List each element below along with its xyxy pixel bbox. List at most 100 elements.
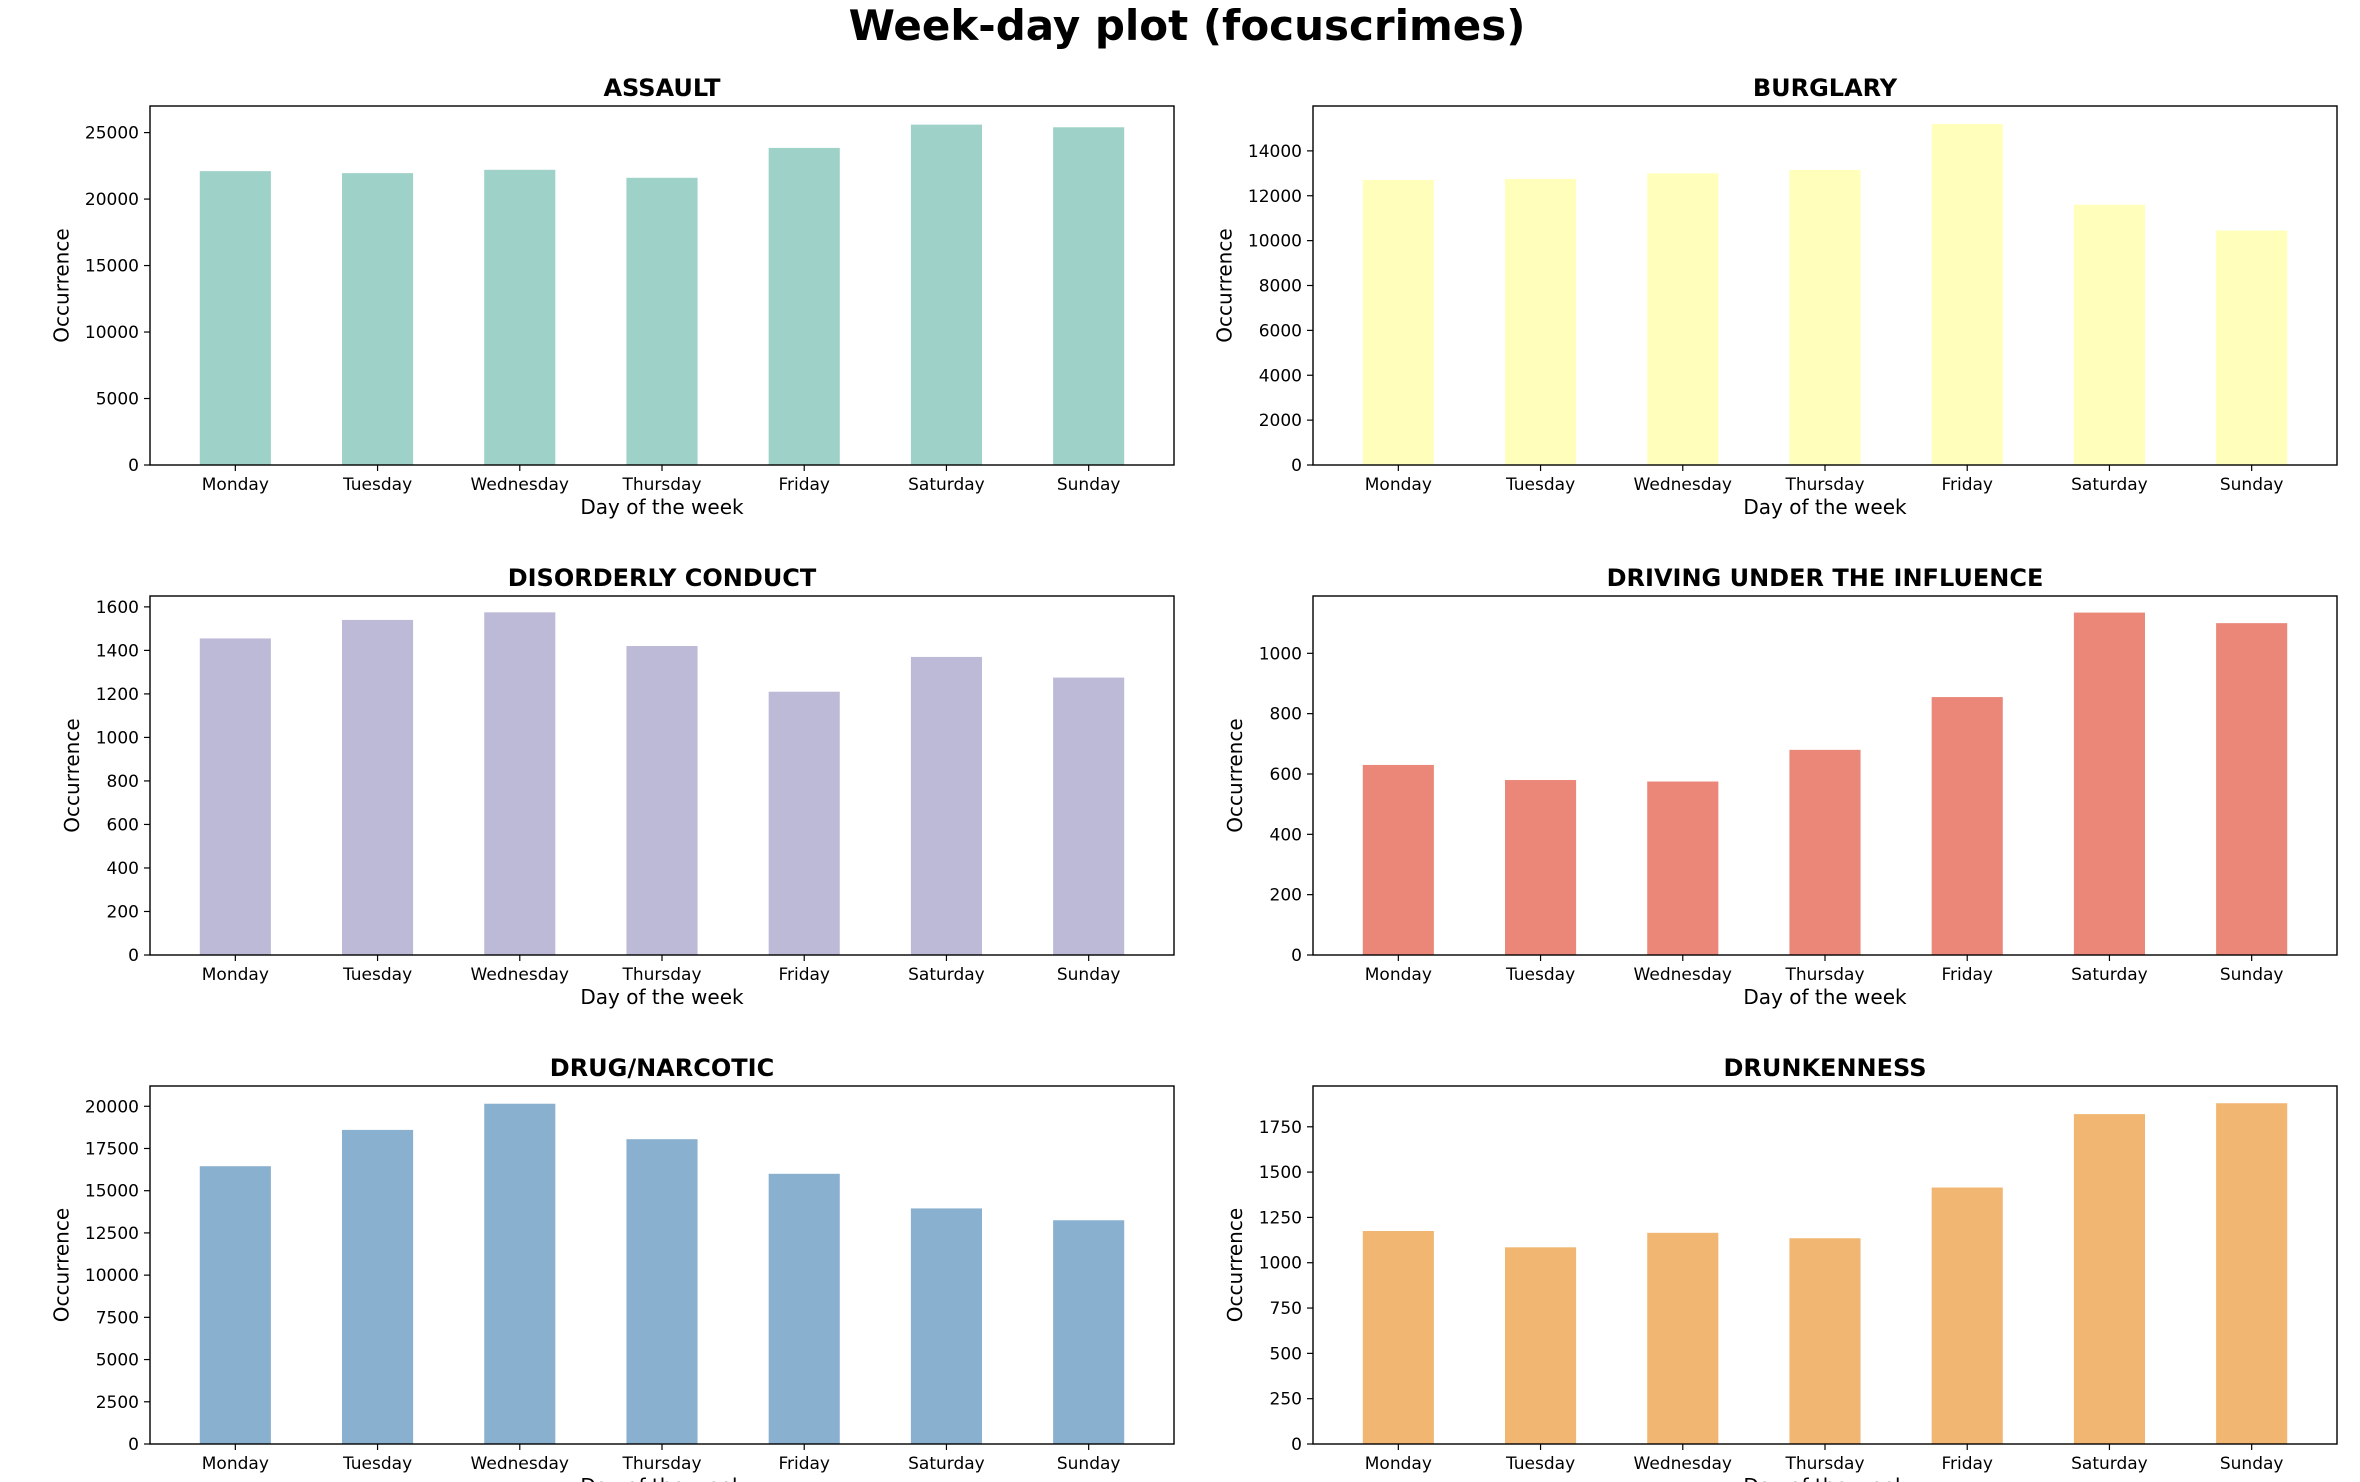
y-tick-label: 750 xyxy=(1270,1299,1302,1319)
x-tick-label: Tuesday xyxy=(342,475,412,495)
bar-tuesday xyxy=(1505,178,1577,466)
bar-wednesday xyxy=(484,169,556,465)
x-tick-label: Friday xyxy=(1941,475,1993,495)
y-tick-label: 5000 xyxy=(96,1351,139,1371)
x-axis-label: Day of the week xyxy=(1743,985,1907,1009)
chart-drunkenness: Monday Tuesday Wednesday Thursday Friday Satu… xyxy=(1223,1054,2338,1482)
x-tick-label: Friday xyxy=(778,1454,830,1474)
bar-monday xyxy=(1362,764,1434,955)
x-tick-label: Saturday xyxy=(2071,965,2148,985)
y-tick-label: 7500 xyxy=(96,1308,139,1328)
bar-saturday xyxy=(2073,204,2145,466)
y-tick-label: 15000 xyxy=(85,1182,139,1202)
x-tick-label: Monday xyxy=(202,475,269,495)
subplot-grid: Monday Tuesday Wednesday Thursday Friday Satu… xyxy=(50,74,2338,1482)
y-tick-label: 2500 xyxy=(96,1393,139,1413)
bar-saturday xyxy=(910,124,982,466)
x-tick-label: Sunday xyxy=(1057,475,1121,495)
x-axis-label: Day of the week xyxy=(580,495,744,519)
y-tick-label: 0 xyxy=(128,946,139,966)
y-tick-label: 4000 xyxy=(1259,366,1302,386)
bar-friday xyxy=(768,147,840,465)
chart-driving-under-the-influence: Monday Tuesday Wednesday Thursday Friday Satu… xyxy=(1223,564,2338,1009)
x-axis-label: Day of the week xyxy=(1743,1474,1907,1482)
bar-tuesday xyxy=(342,1129,414,1444)
bar-saturday xyxy=(910,1208,982,1444)
x-tick-label: Friday xyxy=(778,475,830,495)
bar-sunday xyxy=(2216,230,2288,465)
x-tick-label: Tuesday xyxy=(342,1454,412,1474)
bar-thursday xyxy=(1789,749,1861,955)
subplot-title: DRUNKENNESS xyxy=(1723,1054,1926,1082)
bar-wednesday xyxy=(1647,781,1719,955)
y-tick-label: 0 xyxy=(128,456,139,476)
x-tick-label: Thursday xyxy=(1784,1454,1864,1474)
y-tick-label: 20000 xyxy=(85,1097,139,1117)
bar-thursday xyxy=(1789,169,1861,465)
x-tick-label: Tuesday xyxy=(1505,475,1575,495)
bar-thursday xyxy=(626,1139,698,1444)
bar-monday xyxy=(199,638,271,955)
x-tick-label: Saturday xyxy=(2071,475,2148,495)
x-tick-label: Saturday xyxy=(908,965,985,985)
bar-wednesday xyxy=(1647,173,1719,465)
y-tick-label: 200 xyxy=(107,902,139,922)
subplot-title: DRUG/NARCOTIC xyxy=(550,1054,774,1082)
y-tick-label: 10000 xyxy=(85,1266,139,1286)
subplot-title: DRIVING UNDER THE INFLUENCE xyxy=(1607,564,2044,592)
y-tick-label: 1750 xyxy=(1259,1118,1302,1138)
x-axis-label: Day of the week xyxy=(1743,495,1907,519)
x-tick-label: Sunday xyxy=(2220,965,2284,985)
y-tick-label: 10000 xyxy=(1248,232,1302,252)
x-tick-label: Tuesday xyxy=(1505,1454,1575,1474)
y-tick-label: 500 xyxy=(1270,1344,1302,1364)
x-tick-label: Sunday xyxy=(2220,1454,2284,1474)
y-tick-label: 0 xyxy=(1291,946,1302,966)
bar-sunday xyxy=(1053,1220,1125,1444)
x-tick-label: Wednesday xyxy=(1634,1454,1732,1474)
x-tick-label: Saturday xyxy=(908,475,985,495)
bar-sunday xyxy=(2216,623,2288,955)
y-tick-label: 800 xyxy=(107,772,139,792)
x-tick-label: Thursday xyxy=(1784,475,1864,495)
y-tick-label: 600 xyxy=(1270,765,1302,785)
y-tick-label: 200 xyxy=(1270,886,1302,906)
chart-burglary: Monday Tuesday Wednesday Thursday Friday Satu… xyxy=(1213,74,2338,519)
x-tick-label: Friday xyxy=(778,965,830,985)
y-axis-label: Occurrence xyxy=(1223,1208,1247,1322)
x-tick-label: Sunday xyxy=(1057,1454,1121,1474)
chart-disorderly-conduct: Monday Tuesday Wednesday Thursday Friday Satu… xyxy=(60,564,1175,1009)
x-tick-label: Wednesday xyxy=(471,965,569,985)
y-tick-label: 12500 xyxy=(85,1224,139,1244)
bar-wednesday xyxy=(1647,1232,1719,1444)
bar-tuesday xyxy=(342,173,414,465)
y-tick-label: 800 xyxy=(1270,705,1302,725)
bar-friday xyxy=(1931,697,2003,955)
bar-sunday xyxy=(1053,127,1125,466)
y-tick-label: 250 xyxy=(1270,1390,1302,1410)
x-tick-label: Wednesday xyxy=(471,1454,569,1474)
bar-saturday xyxy=(2073,1114,2145,1444)
x-tick-label: Monday xyxy=(1365,965,1432,985)
x-tick-label: Thursday xyxy=(621,475,701,495)
bar-tuesday xyxy=(1505,1247,1577,1444)
y-axis-label: Occurrence xyxy=(50,228,74,342)
y-tick-label: 0 xyxy=(1291,1435,1302,1455)
y-tick-label: 400 xyxy=(1270,825,1302,845)
bar-saturday xyxy=(910,656,982,955)
y-tick-label: 1000 xyxy=(1259,644,1302,664)
x-tick-label: Sunday xyxy=(2220,475,2284,495)
subplot-title: ASSAULT xyxy=(603,74,721,102)
bar-friday xyxy=(768,691,840,955)
y-tick-label: 1000 xyxy=(1259,1254,1302,1274)
bar-saturday xyxy=(2073,612,2145,955)
chart-assault: Monday Tuesday Wednesday Thursday Friday Satu… xyxy=(50,74,1175,519)
bar-thursday xyxy=(1789,1238,1861,1444)
bar-sunday xyxy=(1053,677,1125,955)
bar-tuesday xyxy=(342,619,414,955)
bar-sunday xyxy=(2216,1103,2288,1444)
bar-friday xyxy=(1931,123,2003,465)
y-tick-label: 17500 xyxy=(85,1139,139,1159)
chart-drug-narcotic: Monday Tuesday Wednesday Thursday Friday Satu… xyxy=(50,1054,1175,1482)
y-tick-label: 10000 xyxy=(85,323,139,343)
